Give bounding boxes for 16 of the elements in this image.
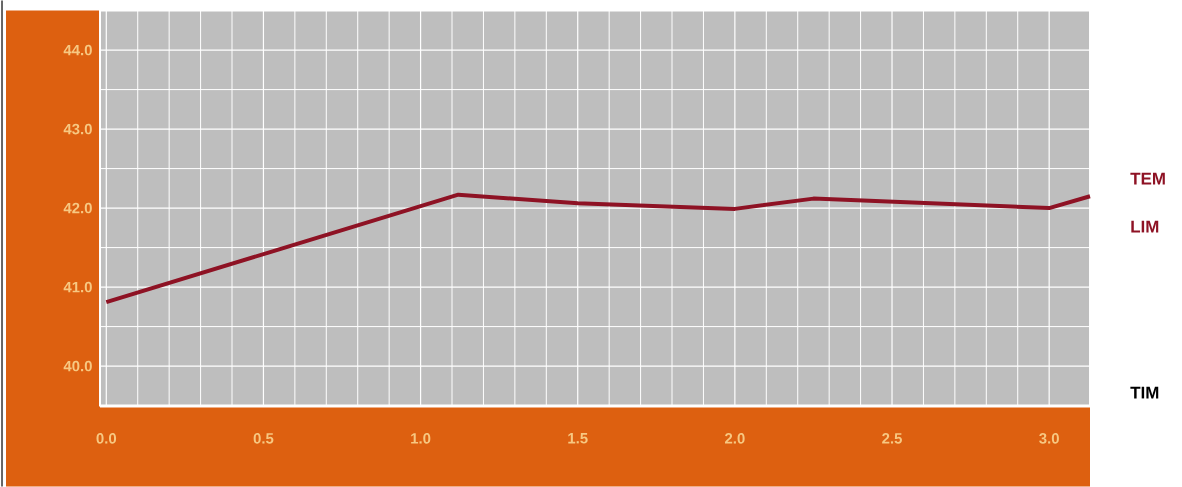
x-tick-label: 2.5 [882,433,902,444]
line-series [104,192,1093,305]
x-tick-label: 0.5 [253,433,274,444]
text: TIM [1130,386,1159,399]
x-tick-label: 0.0 [96,433,117,444]
y-tick-label: 41.0 [63,281,92,293]
x-tick-label: 2.0 [725,433,745,444]
y-tick-label: 42.0 [63,202,92,214]
text: LIM [1131,220,1159,233]
x-tick-label: 1.5 [568,433,588,444]
y-tick-label: 40.0 [63,360,92,372]
x-tick-label: 3.0 [1039,433,1059,444]
y-tick-label: 43.0 [63,123,92,135]
y-tick-label: 44.0 [63,44,92,56]
x-tick-label: 1.0 [411,433,431,444]
text: TEM [1130,172,1165,185]
